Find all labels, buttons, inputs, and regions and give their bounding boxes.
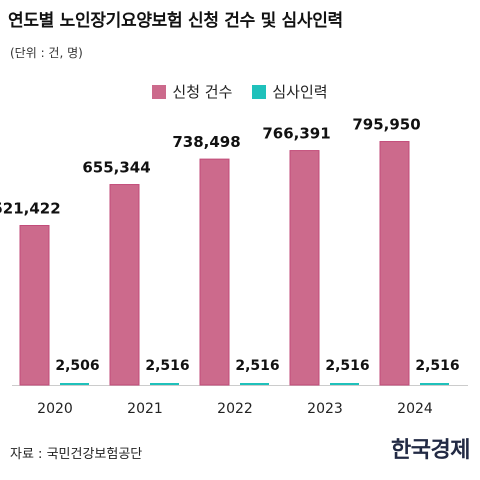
bar-applications-2024	[379, 141, 410, 386]
legend-swatch-applications	[152, 84, 167, 99]
chart-title: 연도별 노인장기요양보험 신청 건수 및 심사인력	[8, 11, 343, 31]
bar-applications-2023	[289, 150, 320, 386]
bar-reviewers-2020	[60, 383, 89, 385]
x-tick-label-2024: 2024	[397, 401, 433, 417]
x-tick-label-2020: 2020	[37, 401, 73, 417]
legend-item-reviewers: 심사인력	[252, 81, 328, 102]
legend: 신청 건수 심사인력	[0, 81, 480, 102]
legend-label-reviewers: 심사인력	[272, 83, 328, 101]
legend-swatch-reviewers	[252, 84, 267, 99]
publisher-logo: 한국경제	[391, 437, 470, 463]
data-label-reviewers-2024: 2,516	[415, 358, 459, 374]
data-label-applications-2020: 521,422	[0, 200, 61, 218]
data-label-reviewers-2022: 2,516	[235, 358, 279, 374]
x-tick-label-2023: 2023	[307, 401, 343, 417]
bar-applications-2021	[109, 184, 140, 386]
bar-applications-2022	[199, 158, 230, 386]
bar-reviewers-2021	[150, 383, 179, 385]
bar-applications-2020	[19, 225, 50, 386]
legend-label-applications: 신청 건수	[172, 83, 233, 101]
data-label-applications-2023: 766,391	[262, 125, 330, 143]
data-label-reviewers-2021: 2,516	[145, 358, 189, 374]
bar-reviewers-2023	[330, 383, 359, 385]
x-tick-label-2022: 2022	[217, 401, 253, 417]
data-label-applications-2021: 655,344	[82, 159, 150, 177]
data-label-reviewers-2020: 2,506	[55, 358, 99, 374]
data-label-reviewers-2023: 2,516	[325, 358, 369, 374]
x-tick-label-2021: 2021	[127, 401, 163, 417]
unit-note: (단위 : 건, 명)	[10, 46, 83, 60]
source-note: 자료 : 국민건강보험공단	[10, 447, 143, 462]
legend-item-applications: 신청 건수	[152, 81, 232, 102]
bar-reviewers-2022	[240, 383, 269, 385]
bar-reviewers-2024	[420, 383, 449, 385]
data-label-applications-2024: 795,950	[352, 116, 420, 134]
data-label-applications-2022: 738,498	[172, 133, 240, 151]
